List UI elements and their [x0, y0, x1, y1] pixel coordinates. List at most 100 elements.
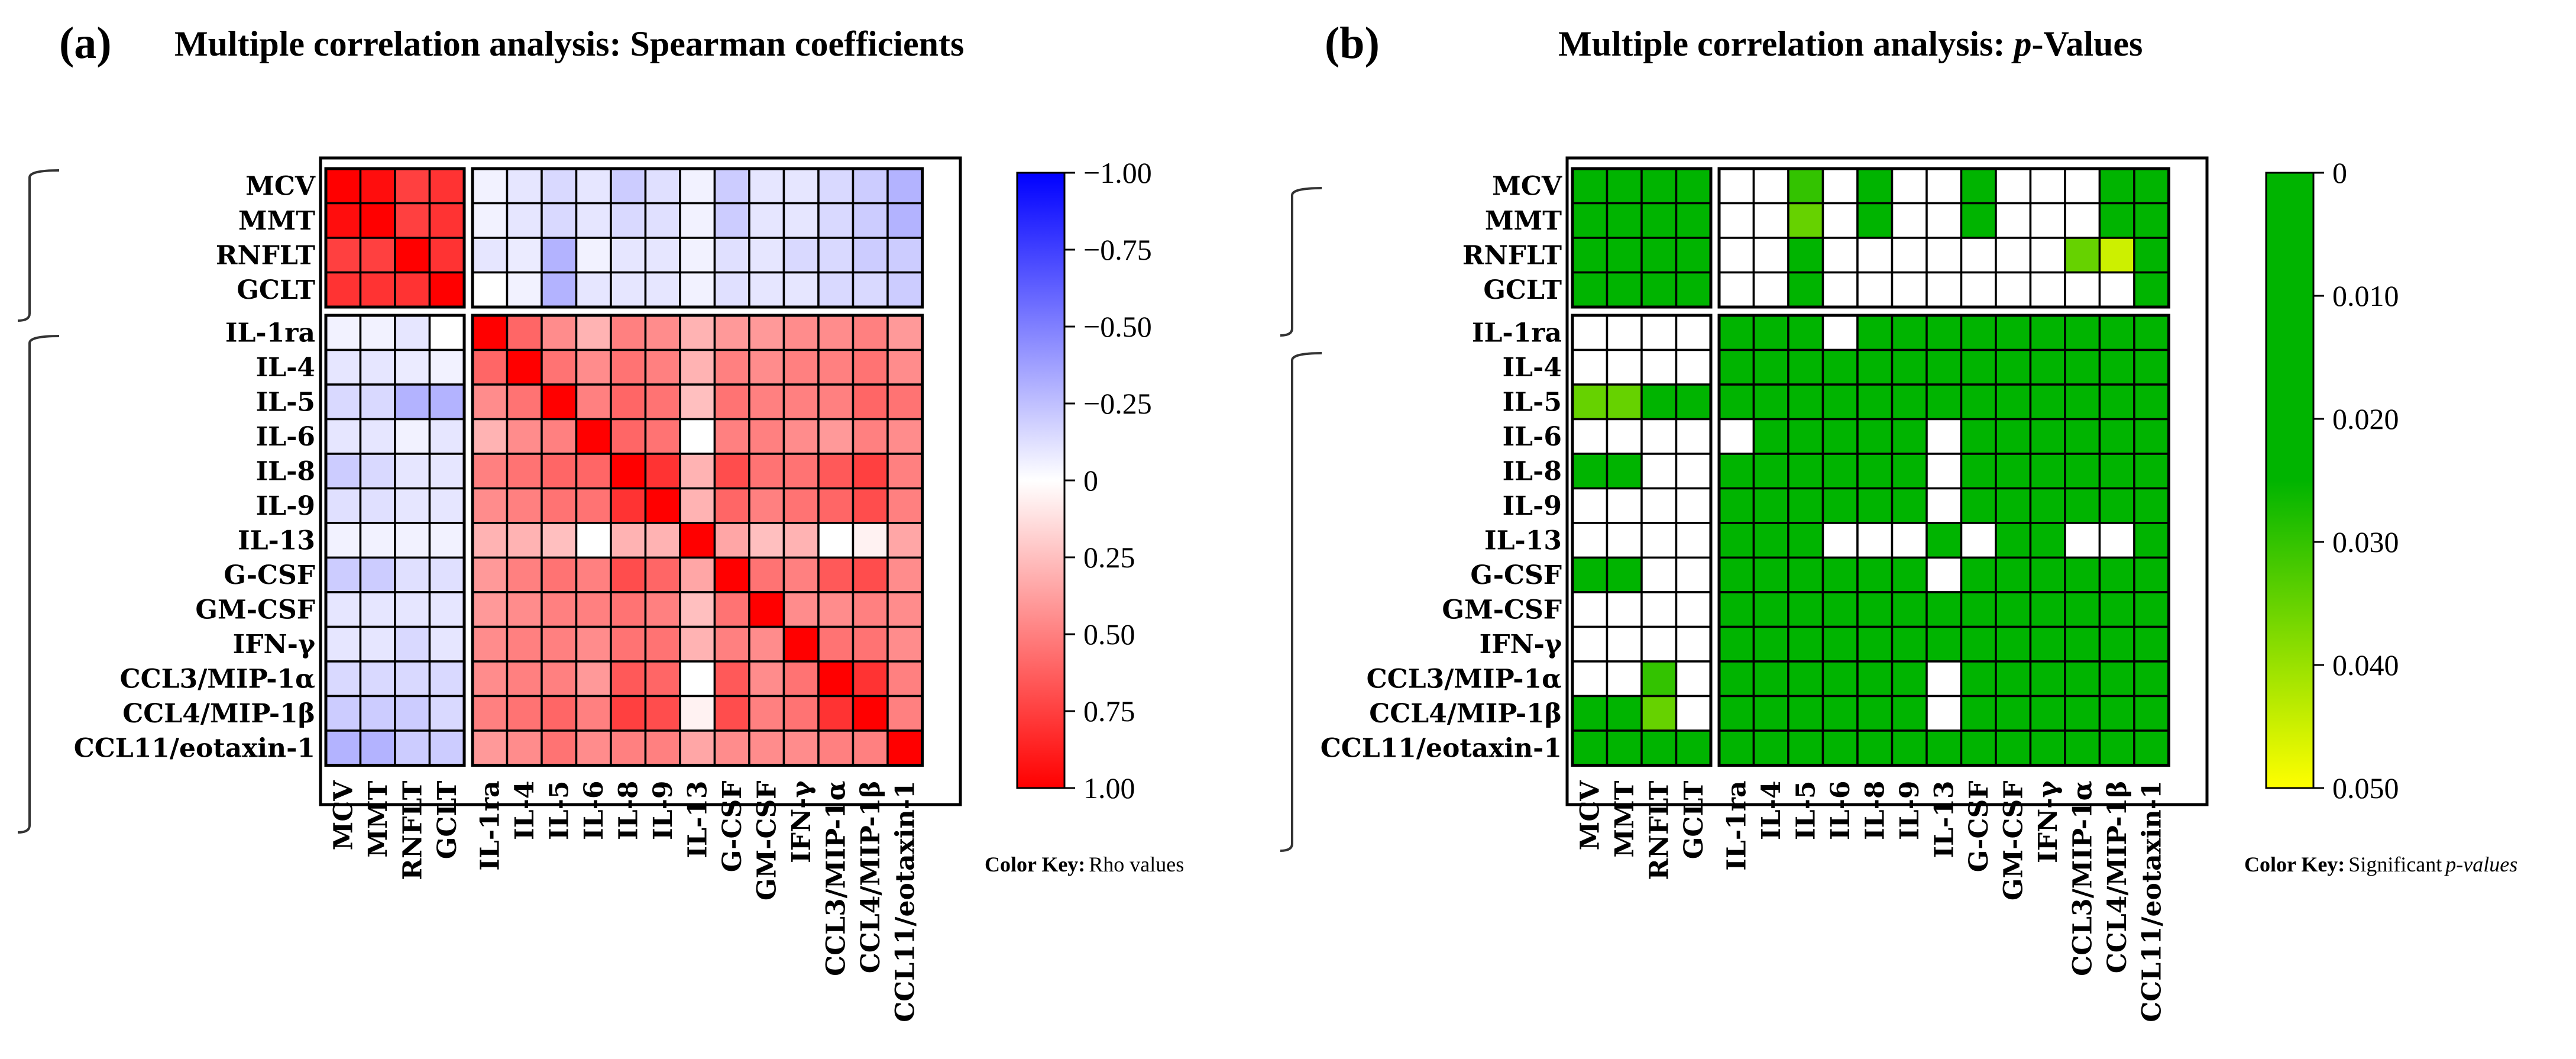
cell-MCV-G-CSF — [1960, 167, 1997, 205]
cell-IL-6-IFN-γ — [782, 418, 820, 455]
cell-GM-CSF-MCV — [1571, 591, 1609, 628]
cell-RNFLT-CCL3/MIP-1α — [817, 237, 855, 274]
row-label: IFN-γ — [1480, 629, 1562, 660]
colorbar-tick-label: 0 — [1083, 464, 1098, 497]
cell-IL-5-IFN-γ — [782, 383, 820, 421]
cell-IL-4-CCL3/MIP-1α — [2064, 348, 2101, 386]
cell-IL-13-CCL11/eotaxin-1 — [886, 522, 924, 559]
cell-G-CSF-IL-5 — [1787, 556, 1824, 593]
cell-IL-5-CCL3/MIP-1α — [817, 383, 855, 421]
cell-IL-5-GM-CSF — [1995, 383, 2032, 421]
cell-MCV-MMT — [1606, 167, 1643, 205]
row-label: GM-CSF — [195, 595, 315, 625]
cell-CCL3/MIP-1α-IL-4 — [1752, 660, 1789, 698]
col-label: CCL11/eotaxin-1 — [2137, 781, 2167, 1022]
cell-MMT-IL-9 — [1891, 202, 1928, 239]
row-label: IL-1ra — [1472, 318, 1562, 348]
col-label: IFN-γ — [787, 780, 817, 863]
cell-GCLT-MCV — [1571, 271, 1609, 308]
cell-CCL11/eotaxin-1-G-CSF — [713, 729, 750, 767]
cell-GCLT-IL-4 — [1752, 271, 1789, 308]
cell-IFN-γ-CCL3/MIP-1α — [817, 625, 855, 663]
cell-IL-5-IL-5 — [541, 383, 578, 421]
cell-CCL11/eotaxin-1-IL-13 — [679, 729, 716, 767]
cell-CCL3/MIP-1α-IL-5 — [1787, 660, 1824, 698]
cell-IL-13-MCV — [325, 522, 362, 559]
cell-IL-6-IL-4 — [506, 418, 543, 455]
cell-CCL3/MIP-1α-IL-9 — [1891, 660, 1928, 698]
cell-IL-1ra-IL-5 — [541, 314, 578, 351]
panel-a-color-key: Color Key: Rho values — [985, 853, 1184, 876]
heatmap-block-outline — [324, 314, 466, 767]
cell-IL-4-IL-1ra — [1718, 348, 1755, 386]
cell-CCL11/eotaxin-1-CCL4/MIP-1β — [2098, 729, 2135, 767]
cell-IL-6-IL-9 — [644, 418, 681, 455]
cell-IL-6-IL-5 — [541, 418, 578, 455]
row-label: CCL4/MIP-1β — [122, 699, 315, 729]
cell-GM-CSF-CCL3/MIP-1α — [2064, 591, 2101, 628]
cell-CCL4/MIP-1β-IL-13 — [1925, 695, 1963, 732]
cell-IL-6-IL-8 — [1856, 418, 1894, 455]
cell-RNFLT-IL-13 — [1925, 237, 1963, 274]
cell-IL-9-G-CSF — [713, 487, 750, 524]
cell-G-CSF-IL-4 — [506, 556, 543, 593]
cell-MMT-IL-8 — [610, 202, 647, 239]
cell-CCL3/MIP-1α-MMT — [1606, 660, 1643, 698]
panel-a-bracket-bottom — [17, 335, 60, 834]
cell-IL-13-IFN-γ — [782, 522, 820, 559]
cell-IL-4-IL-13 — [1925, 348, 1963, 386]
cell-CCL3/MIP-1α-GCLT — [1675, 660, 1712, 698]
row-label: GCLT — [1483, 275, 1562, 305]
cell-G-CSF-G-CSF — [713, 556, 750, 593]
cell-IL-6-IL-6 — [575, 418, 612, 455]
cell-MCV-IL-6 — [1821, 167, 1859, 205]
cell-IL-8-IL-6 — [575, 453, 612, 490]
cell-IL-1ra-G-CSF — [713, 314, 750, 351]
cell-G-CSF-IFN-γ — [782, 556, 820, 593]
cell-RNFLT-IL-6 — [1821, 237, 1859, 274]
cell-CCL3/MIP-1α-CCL11/eotaxin-1 — [886, 660, 924, 698]
cell-MCV-GM-CSF — [1995, 167, 2032, 205]
cell-IL-13-G-CSF — [1960, 522, 1997, 559]
cell-IL-8-IL-1ra — [1718, 453, 1755, 490]
col-label: IL-5 — [1791, 781, 1821, 840]
cell-CCL11/eotaxin-1-CCL3/MIP-1α — [817, 729, 855, 767]
cell-IL-9-IL-4 — [1752, 487, 1789, 524]
cell-G-CSF-GM-CSF — [748, 556, 785, 593]
panel-b-title-italic: p — [2011, 24, 2032, 63]
cell-MCV-GCLT — [428, 167, 465, 205]
cell-MMT-GCLT — [428, 202, 465, 239]
cell-CCL3/MIP-1α-IL-9 — [644, 660, 681, 698]
cell-IL-6-CCL3/MIP-1α — [817, 418, 855, 455]
cell-MCV-MCV — [1571, 167, 1609, 205]
col-label: MMT — [1610, 780, 1640, 857]
cell-MCV-IL-8 — [610, 167, 647, 205]
cell-G-CSF-CCL4/MIP-1β — [2098, 556, 2135, 593]
cell-IL-13-IL-13 — [1925, 522, 1963, 559]
cell-GCLT-CCL3/MIP-1α — [817, 271, 855, 308]
col-label: IL-13 — [682, 781, 713, 858]
row-label: IL-8 — [1503, 456, 1562, 486]
cell-MCV-MMT — [359, 167, 396, 205]
cell-MMT-MMT — [1606, 202, 1643, 239]
cell-IL-1ra-IFN-γ — [2029, 314, 2066, 351]
cell-GCLT-CCL3/MIP-1α — [2064, 271, 2101, 308]
cell-IL-1ra-MCV — [1571, 314, 1609, 351]
col-label: IL-5 — [544, 781, 574, 840]
cell-IL-8-IL-9 — [1891, 453, 1928, 490]
cell-IL-6-RNFLT — [394, 418, 431, 455]
cell-IL-8-MMT — [359, 453, 396, 490]
cell-CCL11/eotaxin-1-IL-8 — [1856, 729, 1894, 767]
cell-IL-4-GCLT — [1675, 348, 1712, 386]
cell-IL-5-IL-1ra — [1718, 383, 1755, 421]
cell-GM-CSF-MMT — [359, 591, 396, 628]
cell-GCLT-CCL11/eotaxin-1 — [2133, 271, 2170, 308]
cell-IL-4-IL-9 — [1891, 348, 1928, 386]
cell-IFN-γ-RNFLT — [1640, 625, 1678, 663]
cell-GCLT-RNFLT — [394, 271, 431, 308]
cell-RNFLT-CCL11/eotaxin-1 — [886, 237, 924, 274]
col-label: G-CSF — [1964, 781, 1994, 873]
cell-CCL4/MIP-1β-G-CSF — [713, 695, 750, 732]
row-label: MMT — [1485, 206, 1562, 236]
